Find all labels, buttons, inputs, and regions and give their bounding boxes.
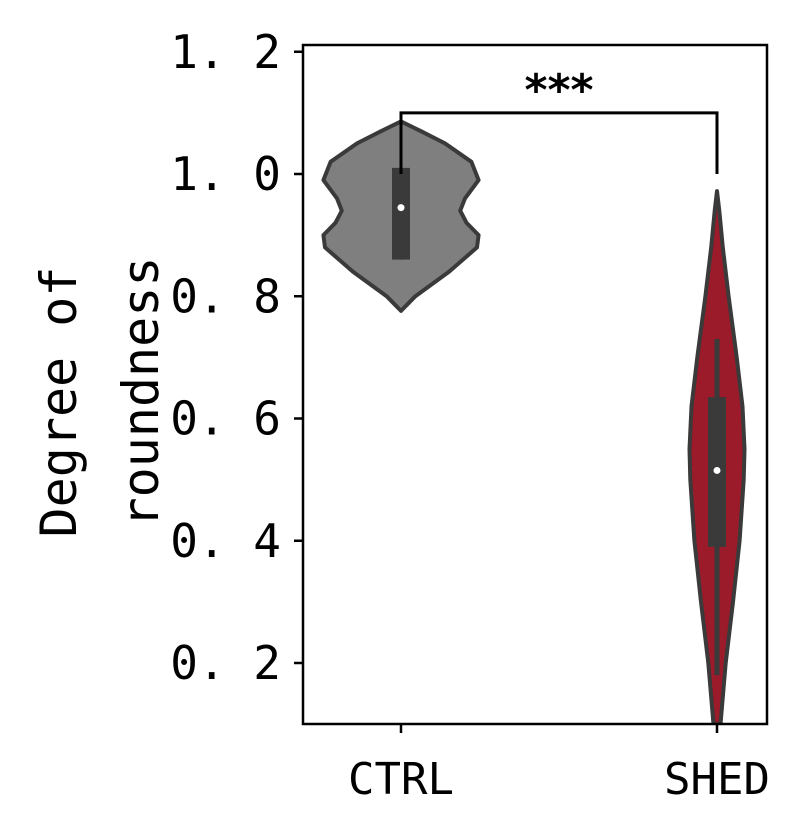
iqr-box-ctrl xyxy=(392,167,410,260)
significance-label: *** xyxy=(524,65,593,116)
y-tick-label: 1. 2 xyxy=(170,25,281,79)
significance-line xyxy=(399,111,719,174)
median-point-shed xyxy=(713,466,721,474)
y-axis-title-line-1: Degree of xyxy=(30,267,88,538)
x-tick-label-ctrl: CTRL xyxy=(348,754,454,805)
x-tick-label-shed: SHED xyxy=(664,754,770,805)
y-tick-label: 0. 2 xyxy=(170,636,281,690)
x-axis: CTRL SHED xyxy=(348,724,770,805)
y-tick-label: 0. 8 xyxy=(170,269,281,323)
y-tick-label: 0. 6 xyxy=(170,392,281,446)
violins-group xyxy=(321,119,747,724)
y-tick-label: 0. 4 xyxy=(170,514,281,568)
y-axis-title-line-2: roundness xyxy=(112,257,170,528)
median-point-ctrl xyxy=(397,204,405,212)
plot-frame xyxy=(301,43,769,726)
significance-bracket: *** xyxy=(399,65,719,174)
y-tick-label: 1. 0 xyxy=(170,147,281,201)
y-axis: 0. 2 0. 4 0. 6 0. 8 1. 0 1. 2 xyxy=(170,25,303,690)
